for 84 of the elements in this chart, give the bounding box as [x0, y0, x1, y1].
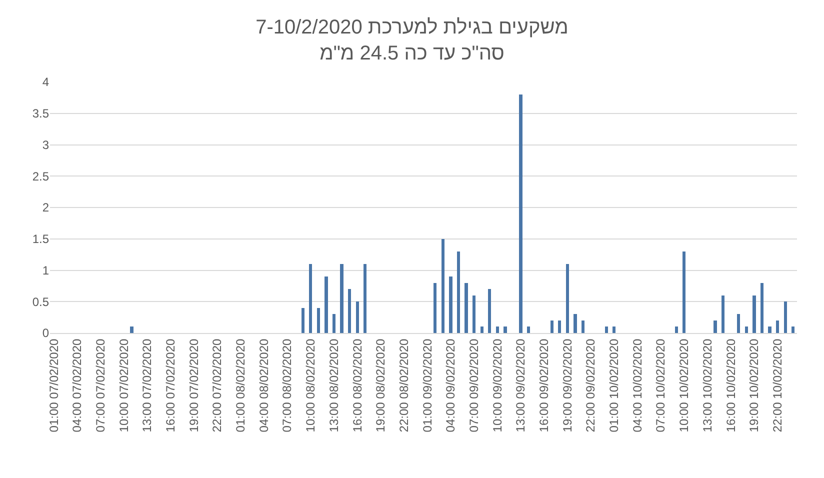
y-tick-label: 3: [42, 138, 50, 152]
bar: [722, 295, 725, 333]
x-tick-label: 19:00 07/02/2020: [186, 338, 201, 432]
bar: [488, 289, 492, 333]
bar: [434, 282, 437, 333]
x-tick-label: 16:00 09/02/2020: [537, 338, 552, 432]
bar: [752, 295, 756, 333]
x-tick-label: 19:00 10/02/2020: [747, 338, 762, 432]
bar: [496, 326, 499, 333]
bar: [356, 302, 359, 333]
y-tick-label: 1: [42, 263, 50, 278]
x-tick-label: 22:00 07/02/2020: [210, 338, 224, 432]
bar: [301, 308, 304, 333]
bar: [612, 326, 616, 333]
bar: [441, 238, 445, 333]
bar: [309, 264, 312, 333]
x-tick-label: 04:00 10/02/2020: [630, 338, 644, 432]
bar: [340, 264, 344, 333]
x-tick-label: 04:00 08/02/2020: [256, 338, 271, 432]
x-tick-label: 22:00 09/02/2020: [584, 338, 598, 432]
bar: [574, 314, 577, 333]
x-tick-label: 01:00 09/02/2020: [420, 338, 434, 432]
x-tick-label: 13:00 08/02/2020: [326, 338, 341, 432]
bar: [480, 326, 484, 333]
bar: [682, 251, 686, 333]
bar: [364, 264, 367, 333]
bar: [472, 295, 476, 333]
bar: [714, 320, 717, 333]
bar: [604, 326, 608, 333]
x-tick-label: 22:00 08/02/2020: [396, 338, 411, 432]
chart-title: משקעים בגילת למערכת 7-10/2/2020: [256, 16, 568, 38]
bar: [768, 326, 772, 333]
y-tick-label: 3.5: [32, 106, 50, 121]
bar: [776, 320, 780, 333]
x-tick-label: 01:00 08/02/2020: [234, 338, 248, 432]
y-tick-label: 1.5: [32, 232, 50, 246]
bar: [456, 251, 460, 333]
bar: [674, 326, 678, 333]
x-tick-label: 04:00 09/02/2020: [444, 338, 458, 432]
bar: [504, 326, 507, 333]
x-tick-label: 01:00 10/02/2020: [607, 338, 622, 432]
bar: [792, 326, 795, 333]
y-tick-label: 4: [42, 75, 50, 90]
x-tick-label: 10:00 07/02/2020: [116, 338, 131, 432]
x-tick-label: 19:00 08/02/2020: [374, 338, 388, 432]
bar: [348, 289, 352, 333]
x-tick-label: 16:00 10/02/2020: [724, 338, 738, 432]
x-tick-label: 16:00 07/02/2020: [164, 338, 178, 432]
x-tick-label: 10:00 08/02/2020: [304, 338, 318, 432]
x-tick-label: 07:00 10/02/2020: [654, 338, 668, 432]
x-tick-label: 07:00 09/02/2020: [466, 338, 481, 432]
bar: [526, 326, 530, 333]
x-tick-label: 16:00 08/02/2020: [350, 338, 364, 432]
x-tick-label: 10:00 10/02/2020: [677, 338, 692, 432]
bar: [784, 302, 787, 333]
x-tick-label: 01:00 07/02/2020: [46, 338, 61, 432]
bar: [744, 326, 748, 333]
bar: [581, 320, 585, 333]
x-tick-label: 19:00 09/02/2020: [560, 338, 574, 432]
x-tick-label: 13:00 10/02/2020: [700, 338, 714, 432]
y-tick-label: 2: [42, 200, 50, 215]
x-tick-label: 13:00 09/02/2020: [514, 338, 528, 432]
bar: [558, 320, 562, 333]
bar: [316, 308, 320, 333]
y-tick-label: 0: [42, 326, 50, 340]
x-tick-label: 04:00 07/02/2020: [70, 338, 84, 432]
bar: [324, 276, 328, 333]
bar: [550, 320, 554, 333]
bar: [737, 314, 740, 333]
bar: [566, 264, 570, 333]
bar: [519, 94, 522, 333]
x-tick-label: 13:00 07/02/2020: [140, 338, 154, 432]
y-tick-label: 0.5: [32, 294, 50, 309]
chart-subtitle: סה"כ עד כה 24.5 מ"מ: [320, 42, 504, 64]
bar: [464, 282, 468, 333]
x-tick-label: 10:00 09/02/2020: [490, 338, 504, 432]
bar: [760, 282, 764, 333]
x-tick-label: 22:00 10/02/2020: [770, 338, 784, 432]
x-tick-label: 07:00 07/02/2020: [93, 338, 108, 432]
bar: [449, 276, 452, 333]
bar: [130, 326, 134, 333]
x-tick-label: 07:00 08/02/2020: [280, 338, 294, 432]
y-tick-label: 2.5: [32, 169, 50, 184]
bar: [332, 314, 336, 333]
